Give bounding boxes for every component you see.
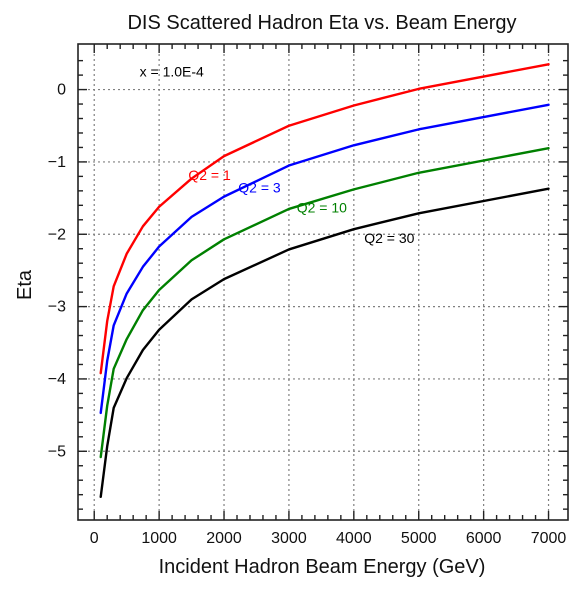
x-tick-label: 6000 xyxy=(466,530,502,547)
grid-lines xyxy=(78,44,568,520)
x-tick-label: 3000 xyxy=(271,530,307,547)
series-line-q2-10 xyxy=(99,146,550,459)
x-tick-label: 4000 xyxy=(336,530,372,547)
series-line-q2-3 xyxy=(99,103,550,415)
y-tick-label: 0 xyxy=(57,82,66,99)
x-axis-tick-labels: 0 1000 2000 3000 4000 5000 6000 7000 xyxy=(90,530,567,547)
series-label-annotation: Q2 = 30 xyxy=(364,230,414,246)
series-line-q2-30 xyxy=(99,187,550,499)
x-value-annotation: x = 1.0E-4 xyxy=(140,64,204,80)
y-axis-label: Eta xyxy=(14,269,36,300)
y-tick-label: −1 xyxy=(48,154,66,171)
series-lines xyxy=(99,63,550,499)
y-tick-label: −5 xyxy=(48,443,66,460)
chart-title: DIS Scattered Hadron Eta vs. Beam Energy xyxy=(127,12,516,34)
annotations: x = 1.0E-4 Q2 = 1 Q2 = 3 Q2 = 10 Q2 = 30 xyxy=(140,64,415,246)
series-label-annotation: Q2 = 1 xyxy=(188,167,231,183)
y-tick-label: −4 xyxy=(48,371,66,388)
y-tick-label: −2 xyxy=(48,226,66,243)
x-tick-label: 1000 xyxy=(141,530,177,547)
plot-area: x = 1.0E-4 Q2 = 1 Q2 = 3 Q2 = 10 Q2 = 30 0 10… xyxy=(48,43,569,547)
x-tick-label: 2000 xyxy=(206,530,242,547)
x-tick-label: 0 xyxy=(90,530,99,547)
axes-frame xyxy=(77,43,569,521)
y-tick-label: −3 xyxy=(48,299,66,316)
series-line-q2-1 xyxy=(99,63,550,375)
x-tick-label: 5000 xyxy=(401,530,437,547)
y-axis-tick-labels: 0 −1 −2 −3 −4 −5 xyxy=(48,82,66,461)
x-tick-label: 7000 xyxy=(531,530,567,547)
x-axis-label: Incident Hadron Beam Energy (GeV) xyxy=(159,556,486,578)
axis-ticks xyxy=(78,44,568,520)
series-label-annotation: Q2 = 10 xyxy=(297,200,347,216)
series-label-annotation: Q2 = 3 xyxy=(238,179,281,195)
